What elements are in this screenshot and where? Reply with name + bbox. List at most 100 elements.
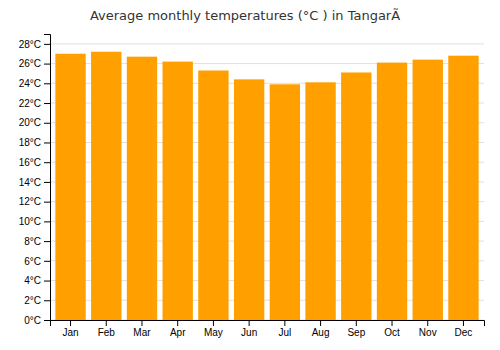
- tick-label: Dec: [455, 327, 473, 338]
- tick-label: 2°C: [24, 295, 41, 306]
- tick: Apr: [170, 320, 186, 338]
- tick-mark: [44, 83, 50, 84]
- tick-mark: [392, 320, 393, 326]
- bar: [305, 82, 335, 320]
- bar: [91, 52, 121, 320]
- grid: [50, 44, 484, 320]
- tick-mark: [320, 320, 321, 326]
- tick-label: 18°C: [19, 137, 41, 148]
- tick: 2°C: [24, 295, 50, 306]
- tick: Feb: [98, 320, 116, 338]
- tick-mark: [106, 320, 107, 326]
- title: Average monthly temperatures (°C ) in Ta…: [90, 8, 410, 23]
- bar: [198, 70, 228, 320]
- tick-label: 26°C: [19, 58, 41, 69]
- tick-label: 28°C: [19, 39, 41, 50]
- tick: Jun: [241, 320, 257, 338]
- tick-mark: [44, 123, 50, 124]
- tick: 24°C: [19, 78, 50, 89]
- tick-mark: [44, 300, 50, 301]
- tick: 16°C: [19, 157, 50, 168]
- tick: Aug: [312, 320, 330, 338]
- tick-mark: [284, 320, 285, 326]
- bar: [341, 72, 371, 320]
- tick-label: Apr: [170, 327, 186, 338]
- tick-label: 22°C: [19, 98, 41, 109]
- axis-line: [51, 321, 485, 327]
- grid-line: [50, 43, 484, 44]
- tick: Oct: [384, 320, 400, 338]
- tick-mark: [44, 64, 50, 65]
- tick-label: Aug: [312, 327, 330, 338]
- tick-label: Jun: [241, 327, 257, 338]
- bar: [234, 79, 264, 320]
- tick: 6°C: [24, 256, 50, 267]
- tick-mark: [427, 320, 428, 326]
- tick-mark: [44, 162, 50, 163]
- tick-mark: [44, 241, 50, 242]
- tick: 22°C: [19, 98, 50, 109]
- tick-mark: [44, 103, 50, 104]
- tick-mark: [249, 320, 250, 326]
- tick: Nov: [419, 320, 437, 338]
- tick-label: 12°C: [19, 196, 41, 207]
- bars: [55, 52, 478, 320]
- tick-mark: [177, 320, 178, 326]
- tick-mark: [463, 320, 464, 326]
- bar: [448, 56, 478, 320]
- tick: 8°C: [24, 236, 50, 247]
- tick-label: Sep: [347, 327, 365, 338]
- tick-label: Jul: [278, 327, 291, 338]
- tick-label: Feb: [98, 327, 116, 338]
- bar: [127, 57, 157, 320]
- tick-mark: [44, 202, 50, 203]
- tick-label: 8°C: [24, 236, 41, 247]
- tick-label: 24°C: [19, 78, 41, 89]
- tick: 20°C: [19, 117, 50, 128]
- tick: Jan: [62, 320, 78, 338]
- tick-mark: [44, 182, 50, 183]
- tick-label: 20°C: [19, 117, 41, 128]
- tick-label: 10°C: [19, 216, 41, 227]
- x-axis: Jan Feb Mar Apr May Jun Jul Aug Sep Oct Nov Dec: [51, 320, 485, 338]
- tick-label: Mar: [133, 327, 151, 338]
- tick-mark: [44, 44, 50, 45]
- tick-mark: [141, 320, 142, 326]
- chart: Jan Feb Mar Apr May Jun Jul Aug Sep Oct Nov Dec 0°C 2…: [0, 0, 500, 350]
- bar: [377, 63, 407, 320]
- tick: 28°C: [19, 39, 50, 50]
- tick: 12°C: [19, 196, 50, 207]
- bar: [270, 84, 300, 320]
- tick: 26°C: [19, 58, 50, 69]
- tick-mark: [213, 320, 214, 326]
- plot: Jan Feb Mar Apr May Jun Jul Aug Sep Oct Nov Dec 0°C 2…: [19, 35, 485, 339]
- tick: 4°C: [24, 275, 50, 286]
- tick-mark: [44, 261, 50, 262]
- tick: May: [204, 320, 223, 338]
- tick: Sep: [347, 320, 365, 338]
- tick-mark: [356, 320, 357, 326]
- tick: 14°C: [19, 177, 50, 188]
- tick: Dec: [455, 320, 473, 338]
- tick-label: 6°C: [24, 256, 41, 267]
- bar: [413, 60, 443, 320]
- tick-mark: [44, 320, 50, 321]
- tick-label: Nov: [419, 327, 437, 338]
- tick: 0°C: [24, 315, 50, 326]
- y-axis: 0°C 2°C 4°C 6°C 8°C 10°C 12°C 14°C 16°C 18°C 20°C 2…: [19, 35, 51, 326]
- tick-label: 0°C: [24, 315, 41, 326]
- tick: 10°C: [19, 216, 50, 227]
- bar: [163, 62, 193, 320]
- tick-label: 4°C: [24, 275, 41, 286]
- tick-mark: [44, 142, 50, 143]
- tick-mark: [70, 320, 71, 326]
- tick-label: May: [204, 327, 223, 338]
- tick: 18°C: [19, 137, 50, 148]
- tick-label: 16°C: [19, 157, 41, 168]
- tick-label: 14°C: [19, 177, 41, 188]
- axis-line: [44, 35, 51, 321]
- bar: [55, 54, 85, 320]
- tick-label: Oct: [384, 327, 400, 338]
- tick-mark: [44, 281, 50, 282]
- tick-label: Jan: [62, 327, 78, 338]
